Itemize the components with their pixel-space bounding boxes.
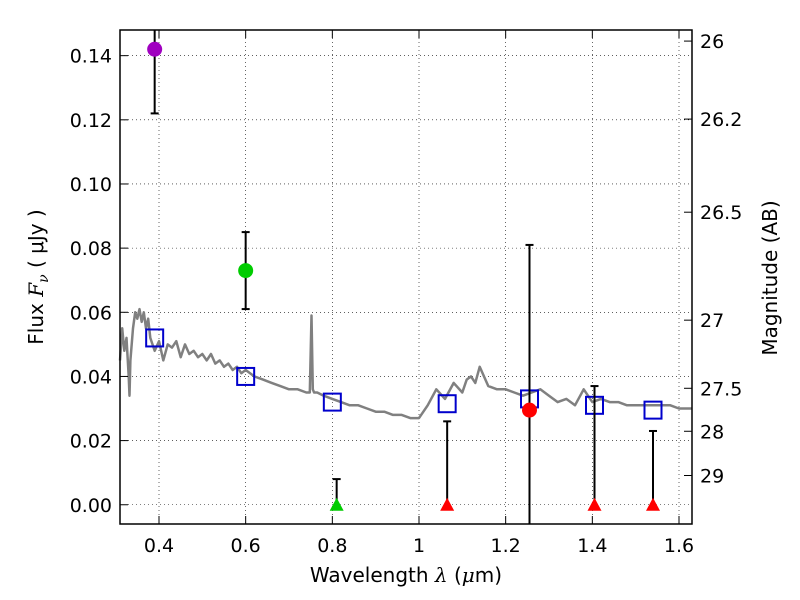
observed-flux-point [522,402,537,418]
model-band-square [437,394,457,414]
y-tick-label: 0.14 [70,46,112,68]
observations-layer [147,30,660,524]
x-axis-label: Wavelength λ (μm) [310,563,502,587]
upper-limit-marker [440,497,455,511]
model-band-square [236,366,256,386]
y2-tick-label: 29 [700,465,724,487]
x-tick-label: 0.8 [317,535,347,557]
model-spectrum-line [118,307,692,420]
y-tick-label: 0.06 [70,302,112,324]
y2-tick-label: 26.2 [700,109,742,131]
y-tick-label: 0.00 [70,495,112,517]
upper-limit-marker [329,497,344,511]
y-tick-label: 0.08 [70,238,112,260]
y-tick-label: 0.02 [70,431,112,453]
observed-flux-point [238,263,254,279]
plot-frame [119,29,693,525]
y2-tick-label: 27.5 [700,378,742,400]
x-tick-label: 0.4 [144,535,174,557]
model-layer [118,307,692,420]
upper-limit-marker [646,497,660,511]
y2-tick-label: 28 [700,421,724,443]
y-tick-label: 0.12 [70,110,112,132]
x-tick-label: 1.6 [664,535,694,557]
x-tick-label: 1 [413,535,425,557]
y-tick-label: 0.04 [70,366,112,388]
y2-tick-label: 26.5 [700,202,742,224]
upper-limit-marker [587,497,602,511]
grid [120,30,692,524]
y-tick-label: 0.10 [70,174,112,196]
model-band-square [145,328,165,348]
observed-flux-point [147,41,163,57]
y2-axis-label: Magnitude (AB) [758,200,782,355]
y2-tick-label: 26 [700,31,724,53]
model-band-square [322,392,342,412]
x-tick-label: 0.6 [231,535,261,557]
model-band-square [643,400,663,420]
x-tick-label: 1.4 [577,535,607,557]
y2-tick-label: 27 [700,310,724,332]
x-tick-label: 1.2 [491,535,521,557]
axes: 0.4 0.6 0.8 1 1.2 1.4 1.6 0.00 0.02 0.04 0.06 0.08 0… [70,29,742,557]
y-axis-label: Flux Fν ( μJy ) [24,209,52,344]
